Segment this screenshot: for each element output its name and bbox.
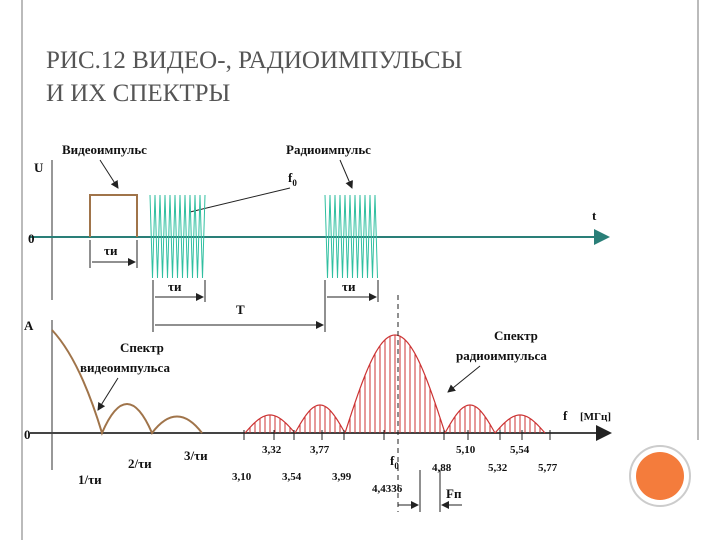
tau-label: τи xyxy=(104,243,118,258)
pointer xyxy=(97,377,119,411)
carrier-sub: 0 xyxy=(394,461,399,471)
freq-label: 5,10 xyxy=(456,444,476,456)
title-line: И ИХ СПЕКТРЫ xyxy=(46,80,231,107)
video-label: Видеоимпульс xyxy=(62,142,147,157)
pointer xyxy=(189,187,291,213)
carrier-base: f xyxy=(288,170,293,185)
axis-label: t xyxy=(592,208,597,223)
title-line: РИС.12 ВИДЕО-, РАДИОИМПУЛЬСЫ xyxy=(46,47,463,74)
freq-label: 3,10 xyxy=(232,471,252,483)
carrier-label: f0 xyxy=(288,170,297,188)
carrier-base: f xyxy=(390,453,395,468)
pointer xyxy=(339,159,353,189)
freq-label: 3,32 xyxy=(262,444,282,456)
radio-pulse xyxy=(324,194,378,279)
freq-label: 3,77 xyxy=(310,444,330,456)
unit-label: [МГц] xyxy=(580,411,611,423)
radio-spectrum-label: радиоимпульса xyxy=(456,348,547,363)
zero-label: 0 xyxy=(24,427,31,442)
pointer xyxy=(99,159,119,189)
radio-pulses xyxy=(149,194,378,279)
freq-label: 5,77 xyxy=(538,462,558,474)
freq-label: 5,54 xyxy=(510,444,530,456)
freq-label: 5,32 xyxy=(488,462,508,474)
video-tick: 2/τи xyxy=(128,456,152,471)
period-label: T xyxy=(236,302,245,317)
radio-spectrum-label: Спектр xyxy=(494,328,538,343)
tau-label: τи xyxy=(342,279,356,294)
video-spectrum xyxy=(51,329,203,436)
pointer xyxy=(447,365,481,393)
axis-label: f xyxy=(563,408,568,423)
video-pulse xyxy=(89,194,138,237)
video-spectrum-label: Спектр xyxy=(120,340,164,355)
video-tick: 3/τи xyxy=(184,448,208,463)
freq-label: 3,54 xyxy=(282,471,302,483)
carrier-sub: 0 xyxy=(292,178,297,188)
freq-label: 3,99 xyxy=(332,471,352,483)
repetition-label: Fп xyxy=(446,486,462,501)
carrier-label: f0 xyxy=(390,453,399,471)
video-tick: 1/τи xyxy=(78,472,102,487)
axis-label: U xyxy=(34,160,44,175)
zero-label: 0 xyxy=(28,231,35,246)
video-spectrum-label: видеоимпульса xyxy=(80,360,170,375)
freq-label: 4,4336 xyxy=(372,483,403,495)
radio-spectrum xyxy=(244,334,546,434)
freq-label: 4,88 xyxy=(432,462,452,474)
radio-pulse xyxy=(149,194,206,279)
axis-label: A xyxy=(24,318,34,333)
tau-label: τи xyxy=(168,279,182,294)
radio-label: Радиоимпульс xyxy=(286,142,371,157)
deco-circle xyxy=(636,452,684,500)
